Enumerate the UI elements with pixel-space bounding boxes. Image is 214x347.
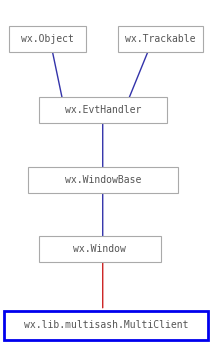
Text: wx.Trackable: wx.Trackable <box>125 34 196 44</box>
FancyBboxPatch shape <box>39 97 167 123</box>
FancyBboxPatch shape <box>28 167 178 193</box>
FancyBboxPatch shape <box>118 26 203 52</box>
Text: wx.EvtHandler: wx.EvtHandler <box>65 105 141 115</box>
FancyBboxPatch shape <box>9 26 86 52</box>
Text: wx.Object: wx.Object <box>21 34 74 44</box>
FancyBboxPatch shape <box>39 236 160 262</box>
Text: wx.Window: wx.Window <box>73 244 126 254</box>
Text: wx.WindowBase: wx.WindowBase <box>65 175 141 185</box>
Text: wx.lib.multisash.MultiClient: wx.lib.multisash.MultiClient <box>24 320 188 330</box>
FancyBboxPatch shape <box>4 311 208 340</box>
